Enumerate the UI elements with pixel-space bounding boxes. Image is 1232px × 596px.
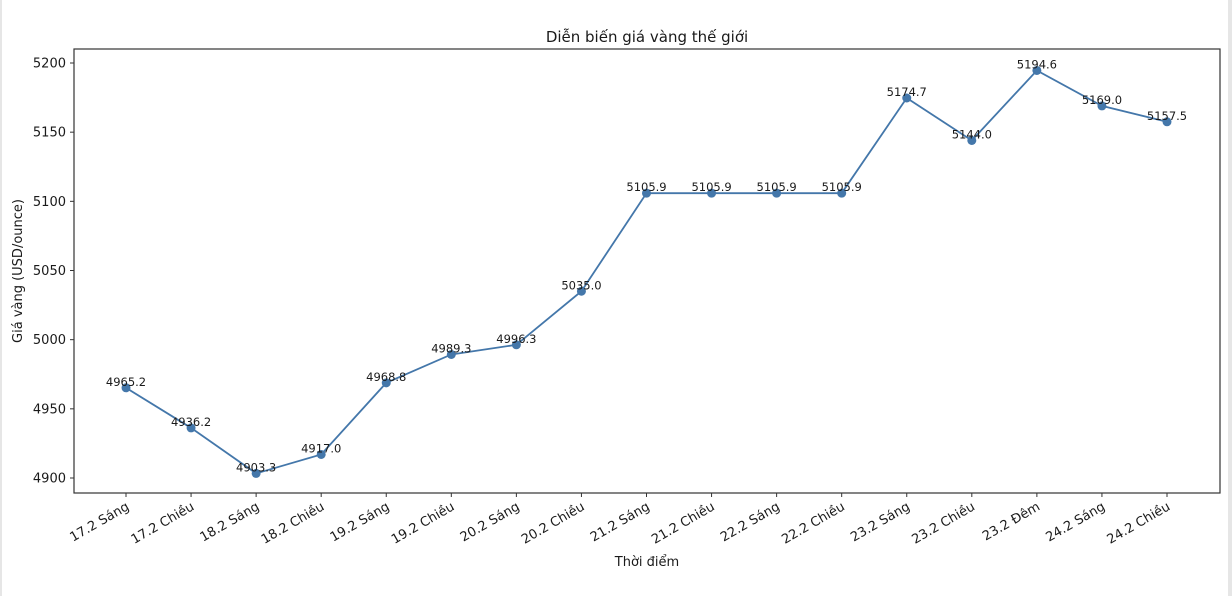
data-point-label: 4936.2 <box>171 415 211 429</box>
x-tick-label: 24.2 Sáng <box>1043 499 1107 545</box>
x-tick-label: 19.2 Chiều <box>389 499 457 547</box>
x-tick-label: 19.2 Sáng <box>328 499 392 545</box>
data-point-label: 5169.0 <box>1082 93 1122 107</box>
data-point-label: 5194.6 <box>1017 57 1057 71</box>
data-point-marker <box>902 93 912 103</box>
data-point-marker <box>772 188 782 198</box>
right-scrollbar-track <box>1228 0 1232 596</box>
x-axis-label: Thời điểm <box>614 555 679 570</box>
data-point-label: 5105.9 <box>691 180 731 194</box>
data-point-marker <box>642 188 651 198</box>
y-tick-label: 4900 <box>33 472 66 487</box>
data-point-label: 5105.9 <box>757 180 797 194</box>
data-point-marker <box>511 340 521 350</box>
data-point-label: 5157.5 <box>1147 109 1187 123</box>
x-tick-label: 23.2 Sáng <box>848 499 912 545</box>
left-border <box>0 0 2 596</box>
x-tick-label: 20.2 Chiều <box>519 499 587 547</box>
data-point-label: 5105.9 <box>822 180 862 194</box>
data-point-marker <box>967 135 977 145</box>
y-tick-label: 4950 <box>33 402 66 417</box>
data-point-label: 4965.2 <box>106 375 146 389</box>
chart-title: Diễn biến giá vàng thế giới <box>546 28 748 46</box>
x-tick-label: 23.2 Đêm <box>980 499 1043 544</box>
data-point-marker <box>1162 117 1172 127</box>
plot-area <box>73 48 1221 494</box>
data-point-label: 4917.0 <box>301 441 341 455</box>
x-tick-label: 18.2 Sáng <box>198 499 262 545</box>
data-point-marker <box>186 423 196 433</box>
data-point-label: 5035.0 <box>561 278 601 292</box>
data-point-marker <box>121 383 131 393</box>
data-point-label: 5105.9 <box>626 180 666 194</box>
x-tick-label: 20.2 Sáng <box>458 499 522 545</box>
y-tick-label: 5050 <box>33 264 66 279</box>
data-point-marker <box>707 188 717 198</box>
x-tick-label: 21.2 Sáng <box>588 499 652 545</box>
y-tick-label: 5150 <box>33 126 66 141</box>
x-tick-label: 17.2 Sáng <box>68 499 132 545</box>
y-tick-label: 5000 <box>33 333 66 348</box>
x-tick-label: 24.2 Chiều <box>1105 499 1173 547</box>
data-point-marker <box>1032 65 1042 75</box>
x-tick-label: 22.2 Sáng <box>718 499 782 545</box>
data-point-marker <box>446 349 456 359</box>
data-point-marker <box>576 286 586 296</box>
y-axis-label: Giá vàng (USD/ounce) <box>11 199 26 343</box>
data-point-label: 4968.8 <box>366 370 406 384</box>
x-tick-label: 17.2 Chiều <box>129 499 197 547</box>
data-point-label: 4903.3 <box>236 460 276 474</box>
x-tick-label: 21.2 Chiều <box>649 499 717 547</box>
x-tick-label: 18.2 Chiều <box>259 499 327 547</box>
x-tick-label: 22.2 Chiều <box>779 499 847 547</box>
data-point-label: 4996.3 <box>496 332 536 346</box>
data-point-marker <box>837 188 847 198</box>
data-point-marker <box>1097 101 1107 111</box>
price-series: 4965.2 4936.2 4903.3 4917.0 4968.8 4989.3 4996… <box>106 57 1187 478</box>
data-point-marker <box>251 468 261 478</box>
data-point-label: 4989.3 <box>431 341 471 355</box>
x-tick-label: 23.2 Chiều <box>909 499 977 547</box>
y-tick-label: 5200 <box>33 57 66 72</box>
y-axis: 4900 4950 5000 5050 5100 5150 5200 <box>33 57 74 487</box>
data-point-marker <box>381 378 391 388</box>
data-point-label: 5174.7 <box>887 85 927 99</box>
y-tick-label: 5100 <box>33 195 66 210</box>
data-point-label: 5144.0 <box>952 127 992 141</box>
data-point-marker <box>316 449 326 459</box>
